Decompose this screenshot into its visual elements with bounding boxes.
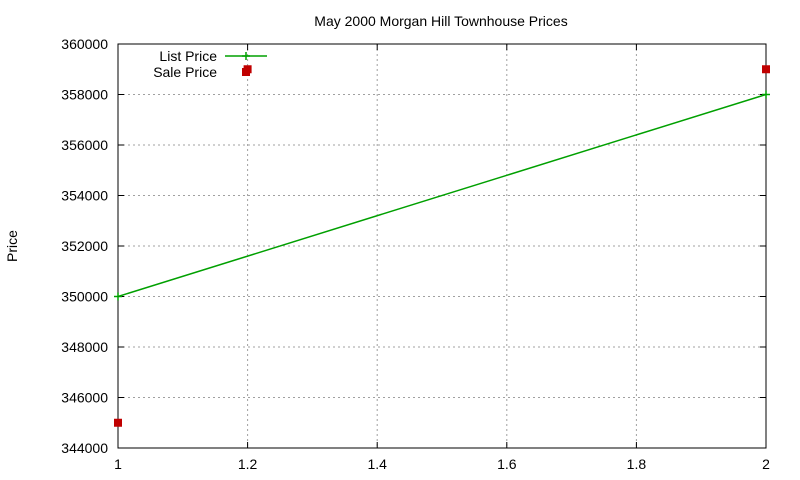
y-tick-label: 348000 [61, 339, 108, 355]
data-point [114, 418, 122, 427]
legend-label: Sale Price [153, 64, 217, 80]
y-tick-label: 352000 [61, 238, 108, 254]
legend-marker [242, 52, 250, 60]
axes: 1 1.2 1.4 1.6 1.8 2 344000 346000 348000 350000 35… [61, 36, 770, 472]
chart-title: May 2000 Morgan Hill Townhouse Prices [314, 13, 567, 29]
data-point [762, 65, 770, 74]
data-point [114, 292, 122, 301]
grid [118, 44, 766, 448]
y-tick-label: 356000 [61, 137, 108, 153]
legend-marker [242, 68, 250, 76]
y-tick-label: 344000 [61, 440, 108, 456]
y-tick-label: 360000 [61, 36, 108, 52]
x-tick-label: 1.6 [497, 456, 517, 472]
y-axis-label: Price [4, 230, 20, 262]
y-tick-label: 358000 [61, 87, 108, 103]
x-tick-label: 2 [762, 456, 770, 472]
x-tick-label: 1.2 [238, 456, 258, 472]
x-tick-label: 1.8 [627, 456, 647, 472]
series-0 [114, 90, 770, 301]
data-point [762, 90, 770, 99]
series-1 [114, 65, 770, 427]
x-tick-label: 1.4 [367, 456, 387, 472]
y-tick-label: 354000 [61, 188, 108, 204]
legend-label: List Price [159, 48, 217, 64]
series-line [117, 93, 767, 298]
legend-item: List Price [159, 48, 267, 64]
legend-item: Sale Price [153, 64, 250, 80]
series-layer [114, 65, 770, 427]
plot-frame [117, 43, 767, 449]
y-tick-label: 346000 [61, 390, 108, 406]
x-tick-label: 1 [114, 456, 122, 472]
y-tick-label: 350000 [61, 289, 108, 305]
